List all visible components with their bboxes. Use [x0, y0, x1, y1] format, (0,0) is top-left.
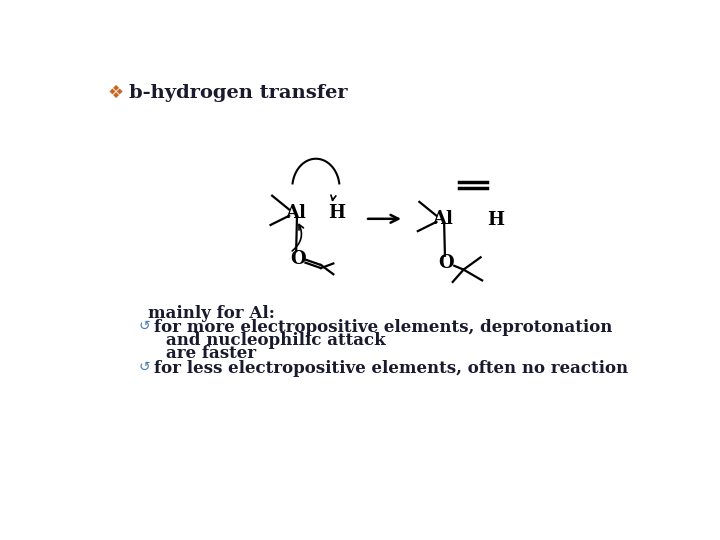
- Text: Al: Al: [285, 204, 306, 221]
- Text: ↺: ↺: [138, 360, 150, 374]
- Text: are faster: are faster: [166, 345, 256, 362]
- Text: mainly for Al:: mainly for Al:: [148, 305, 275, 322]
- Text: H: H: [328, 204, 345, 221]
- Text: O: O: [438, 254, 454, 273]
- Text: ↺: ↺: [138, 319, 150, 333]
- Text: for less electropositive elements, often no reaction: for less electropositive elements, often…: [153, 360, 628, 377]
- Text: for more electropositive elements, deprotonation: for more electropositive elements, depro…: [153, 319, 612, 336]
- Text: Al: Al: [432, 210, 453, 228]
- Text: H: H: [487, 211, 504, 230]
- Text: b-hydrogen transfer: b-hydrogen transfer: [129, 84, 347, 102]
- Text: O: O: [290, 250, 305, 268]
- Text: and nucleophilic attack: and nucleophilic attack: [166, 332, 386, 349]
- Text: ❖: ❖: [107, 84, 124, 102]
